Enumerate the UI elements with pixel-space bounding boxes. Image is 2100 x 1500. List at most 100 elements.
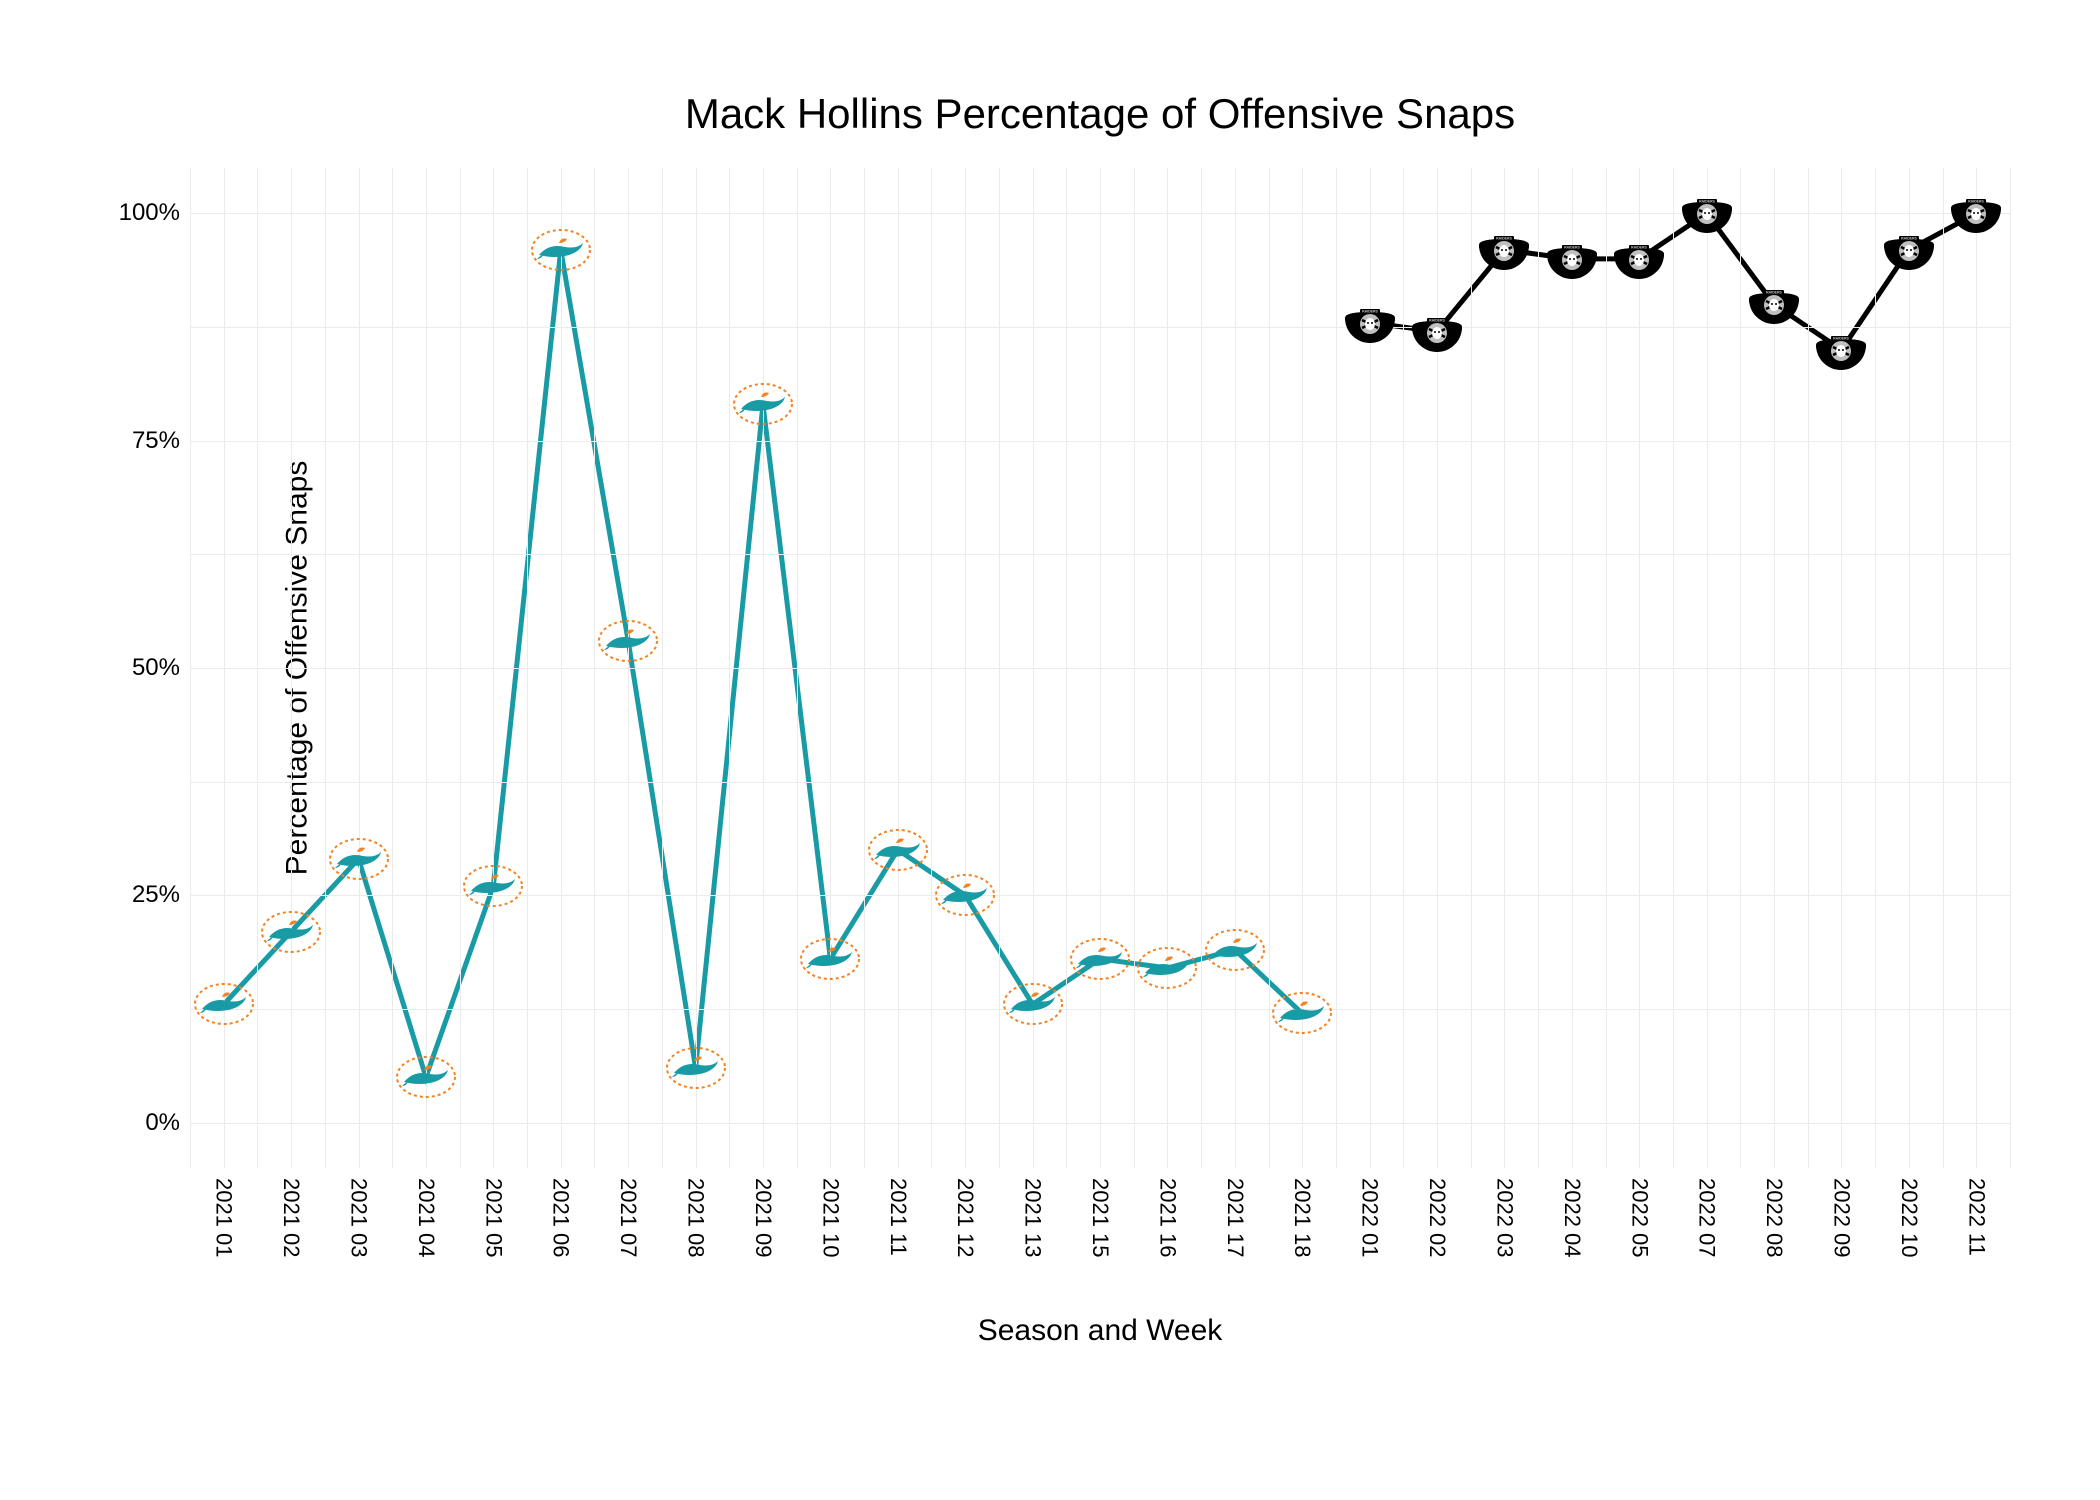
x-tick-label: 2021 07 xyxy=(615,1178,641,1258)
dolphins-logo-icon xyxy=(531,229,591,271)
x-tick-label: 2022 11 xyxy=(1963,1178,1989,1256)
svg-text:RAIDERS: RAIDERS xyxy=(1901,236,1917,240)
x-tick-label: 2021 12 xyxy=(952,1178,978,1258)
x-tick-label: 2021 10 xyxy=(817,1178,843,1258)
grid-line-v xyxy=(426,168,427,1168)
x-tick-label: 2021 05 xyxy=(480,1178,506,1258)
x-tick-label: 2022 07 xyxy=(1694,1178,1720,1258)
grid-line-v xyxy=(1504,168,1505,1168)
dolphins-logo-icon xyxy=(396,1056,456,1098)
grid-line-v-minor xyxy=(1606,168,1607,1168)
raiders-logo-icon: RAIDERS xyxy=(1340,302,1400,344)
grid-line-v xyxy=(1909,168,1910,1168)
grid-line-v xyxy=(1841,168,1842,1168)
grid-line-v xyxy=(1167,168,1168,1168)
grid-line-v-minor xyxy=(1066,168,1067,1168)
raiders-logo-icon: RAIDERS xyxy=(1474,229,1534,271)
y-tick-label: 50% xyxy=(132,654,180,682)
grid-line-v xyxy=(561,168,562,1168)
grid-line-v xyxy=(1976,168,1977,1168)
grid-line-v xyxy=(696,168,697,1168)
dolphins-logo-icon xyxy=(1070,938,1130,980)
dolphins-logo-icon xyxy=(329,838,389,880)
grid-line-v xyxy=(830,168,831,1168)
grid-line-v xyxy=(898,168,899,1168)
grid-line-v-minor xyxy=(931,168,932,1168)
grid-line-v-minor xyxy=(1336,168,1337,1168)
grid-line-v-minor xyxy=(527,168,528,1168)
x-tick-label: 2021 06 xyxy=(548,1178,574,1258)
x-tick-label: 2022 10 xyxy=(1896,1178,1922,1258)
y-tick-label: 25% xyxy=(132,881,180,909)
dolphins-logo-icon xyxy=(1272,992,1332,1034)
grid-line-v-minor xyxy=(1269,168,1270,1168)
grid-line-v xyxy=(1639,168,1640,1168)
svg-text:RAIDERS: RAIDERS xyxy=(1834,336,1850,340)
y-tick-label: 75% xyxy=(132,427,180,455)
x-tick-label: 2021 02 xyxy=(278,1178,304,1258)
chart-container: Mack Hollins Percentage of Offensive Sna… xyxy=(50,50,2050,1450)
x-tick-label: 2021 04 xyxy=(413,1178,439,1258)
raiders-logo-icon: RAIDERS xyxy=(1407,311,1467,353)
x-tick-label: 2021 17 xyxy=(1222,1178,1248,1258)
plot-area: Percentage of Offensive Snaps Season and… xyxy=(190,168,2010,1168)
grid-line-v-minor xyxy=(1471,168,1472,1168)
grid-line-v-minor xyxy=(460,168,461,1168)
dolphins-logo-icon xyxy=(598,620,658,662)
svg-text:RAIDERS: RAIDERS xyxy=(1497,236,1513,240)
grid-line-v-minor xyxy=(797,168,798,1168)
grid-line-v-minor xyxy=(594,168,595,1168)
dolphins-logo-icon xyxy=(1003,983,1063,1025)
raiders-logo-icon: RAIDERS xyxy=(1542,238,1602,280)
dolphins-logo-icon xyxy=(1137,947,1197,989)
raiders-logo-icon: RAIDERS xyxy=(1879,229,1939,271)
grid-line-v xyxy=(1100,168,1101,1168)
grid-line-v-minor xyxy=(1875,168,1876,1168)
grid-line-v-minor xyxy=(1403,168,1404,1168)
x-tick-label: 2022 09 xyxy=(1828,1178,1854,1258)
grid-line-v xyxy=(1235,168,1236,1168)
grid-line-v xyxy=(1707,168,1708,1168)
x-tick-label: 2021 01 xyxy=(211,1178,237,1258)
chart-title: Mack Hollins Percentage of Offensive Sna… xyxy=(190,90,2010,138)
grid-line-v-minor xyxy=(257,168,258,1168)
dolphins-logo-icon xyxy=(1205,929,1265,971)
svg-text:RAIDERS: RAIDERS xyxy=(1699,200,1715,204)
y-tick-label: 100% xyxy=(119,199,180,227)
grid-line-v-minor xyxy=(1538,168,1539,1168)
dolphins-logo-icon xyxy=(935,874,995,916)
x-tick-label: 2021 16 xyxy=(1154,1178,1180,1258)
raiders-logo-icon: RAIDERS xyxy=(1946,192,2006,234)
raiders-logo-icon: RAIDERS xyxy=(1811,329,1871,371)
x-tick-label: 2021 08 xyxy=(683,1178,709,1258)
x-tick-label: 2022 01 xyxy=(1357,1178,1383,1258)
grid-line-v-minor xyxy=(662,168,663,1168)
x-tick-label: 2021 11 xyxy=(885,1178,911,1256)
grid-line-v-minor xyxy=(325,168,326,1168)
x-tick-label: 2021 18 xyxy=(1289,1178,1315,1258)
x-tick-label: 2022 08 xyxy=(1761,1178,1787,1258)
x-tick-label: 2022 03 xyxy=(1491,1178,1517,1258)
dolphins-logo-icon xyxy=(194,983,254,1025)
svg-text:RAIDERS: RAIDERS xyxy=(1766,291,1782,295)
x-tick-label: 2022 05 xyxy=(1626,1178,1652,1258)
grid-line-v xyxy=(763,168,764,1168)
grid-line-v-minor xyxy=(1134,168,1135,1168)
x-tick-label: 2021 09 xyxy=(750,1178,776,1258)
grid-line-v xyxy=(493,168,494,1168)
svg-text:RAIDERS: RAIDERS xyxy=(1631,245,1647,249)
grid-line-v-minor xyxy=(2010,168,2011,1168)
grid-line-v xyxy=(1572,168,1573,1168)
x-tick-label: 2022 04 xyxy=(1559,1178,1585,1258)
dolphins-logo-icon xyxy=(868,829,928,871)
x-tick-label: 2021 03 xyxy=(346,1178,372,1258)
grid-line-v-minor xyxy=(1808,168,1809,1168)
dolphins-logo-icon xyxy=(666,1047,726,1089)
x-tick-label: 2022 02 xyxy=(1424,1178,1450,1258)
raiders-logo-icon: RAIDERS xyxy=(1609,238,1669,280)
grid-line-v-minor xyxy=(999,168,1000,1168)
raiders-logo-icon: RAIDERS xyxy=(1744,283,1804,325)
grid-line-v-minor xyxy=(1943,168,1944,1168)
x-tick-label: 2021 15 xyxy=(1087,1178,1113,1258)
dolphins-logo-icon xyxy=(733,383,793,425)
